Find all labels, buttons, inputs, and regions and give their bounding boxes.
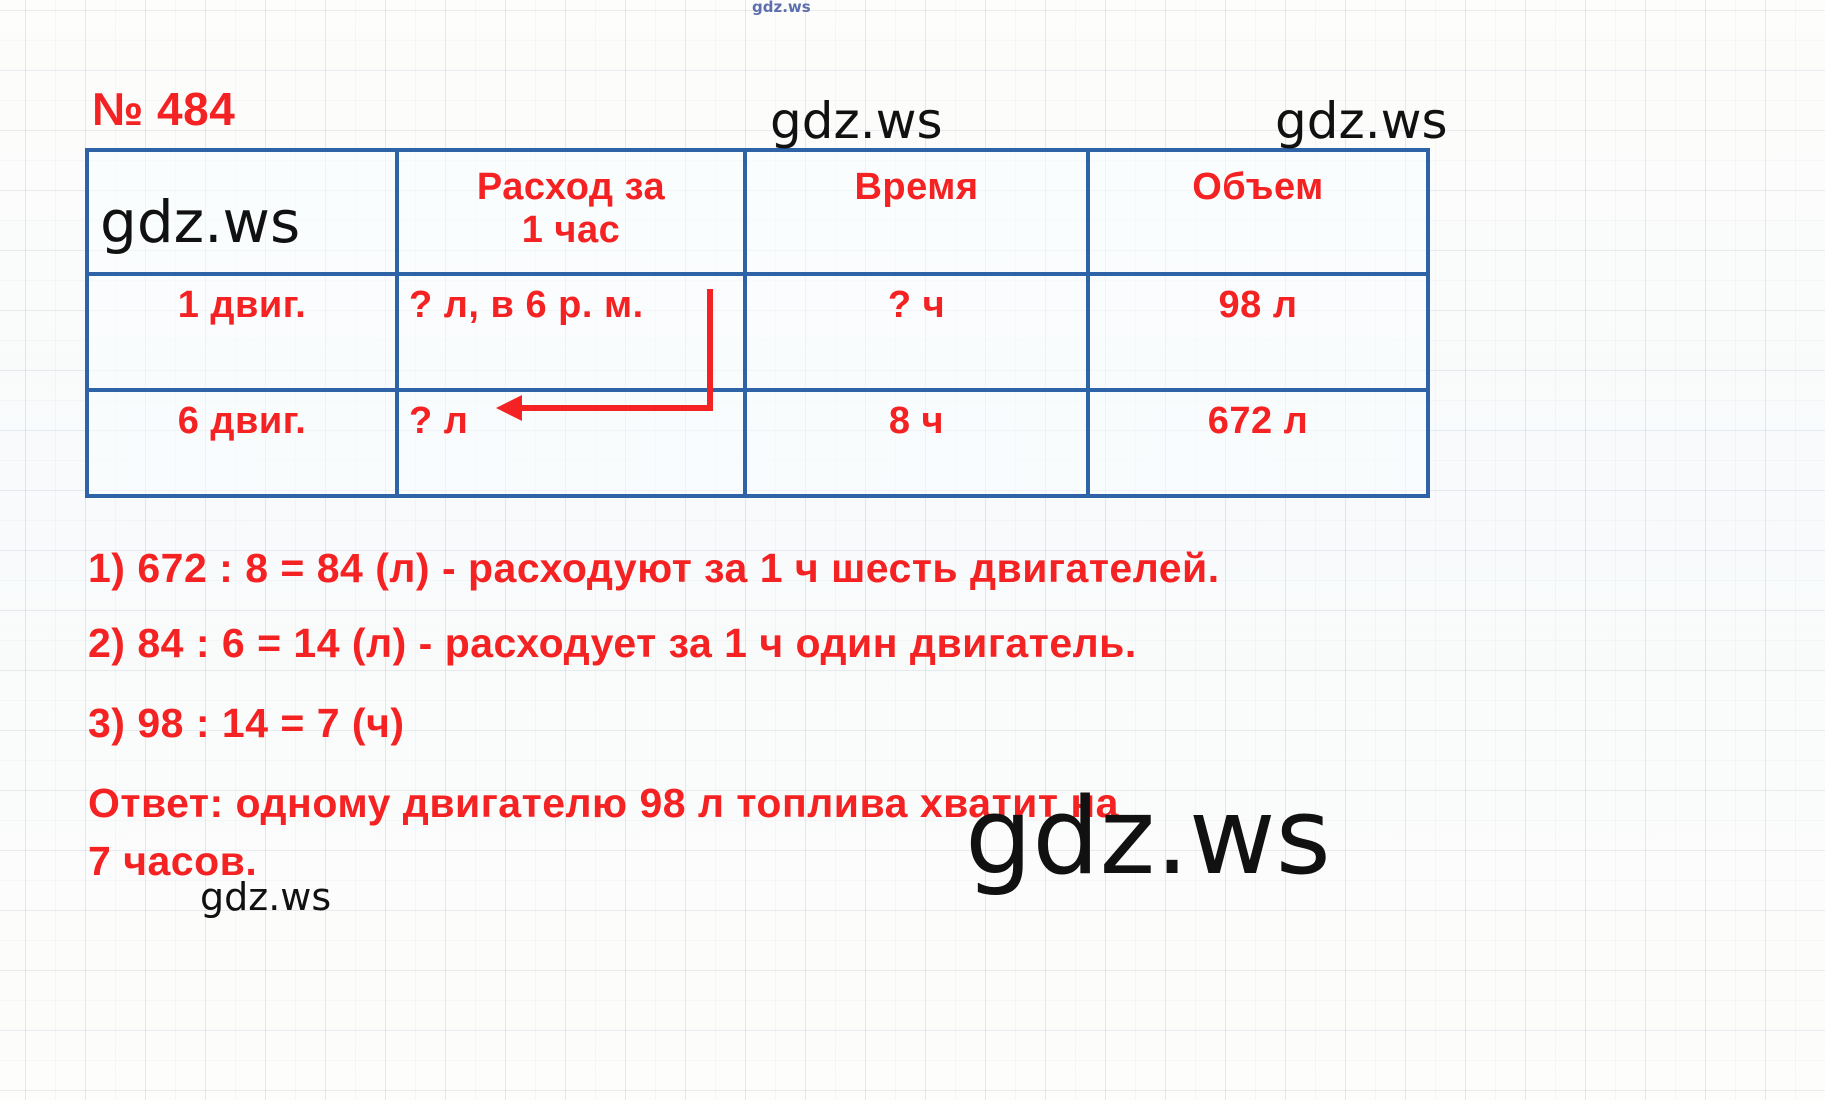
row-1-rate: ? л, в 6 р. м.: [409, 284, 644, 326]
row-1-time: ? ч: [887, 284, 946, 326]
table-row: 6 двиг. ? л 8 ч 672 л: [89, 388, 1426, 498]
row-2-rate: ? л: [409, 400, 469, 442]
row-1-volume: 98 л: [1218, 284, 1298, 326]
solution-step-3: 3) 98 : 14 = 7 (ч): [88, 700, 405, 746]
row-2-time: 8 ч: [888, 400, 945, 442]
table-header-row: Расход за 1 час Время Объем: [89, 152, 1426, 272]
solution-step-1: 1) 672 : 8 = 84 (л) - расходуют за 1 ч ш…: [88, 545, 1220, 591]
answer-line-2: 7 часов.: [88, 838, 258, 884]
header-rate-line1: Расход за: [476, 166, 666, 208]
problem-number: № 484: [92, 83, 236, 135]
watermark-top-right: gdz.ws: [1275, 92, 1448, 150]
header-cell-rate: Расход за 1 час: [399, 152, 743, 286]
row-2-volume: 672 л: [1207, 400, 1309, 442]
header-rate-line2: 1 час: [521, 208, 621, 251]
answer-line-1: Ответ: одному двигателю 98 л топлива хва…: [88, 780, 1119, 826]
table-column-divider-2: [743, 152, 747, 494]
row-1-label: 1 двиг.: [177, 284, 307, 326]
header-cell-blank: [89, 152, 395, 286]
solution-step-2: 2) 84 : 6 = 14 (л) - расходует за 1 ч од…: [88, 620, 1137, 666]
header-cell-time: Время: [854, 166, 979, 208]
table-column-divider-3: [1086, 152, 1090, 494]
watermark-top-left: gdz.ws: [770, 92, 943, 150]
header-cell-volume: Объем: [1192, 166, 1324, 208]
table-column-divider-1: [395, 152, 399, 494]
problem-table: Расход за 1 час Время Объем 1 двиг. ? л,…: [85, 148, 1430, 498]
row-2-label: 6 двиг.: [177, 400, 307, 442]
table-row: 1 двиг. ? л, в 6 р. м. ? ч 98 л: [89, 272, 1426, 388]
watermark-tiny-top: gdz.ws: [752, 0, 811, 16]
